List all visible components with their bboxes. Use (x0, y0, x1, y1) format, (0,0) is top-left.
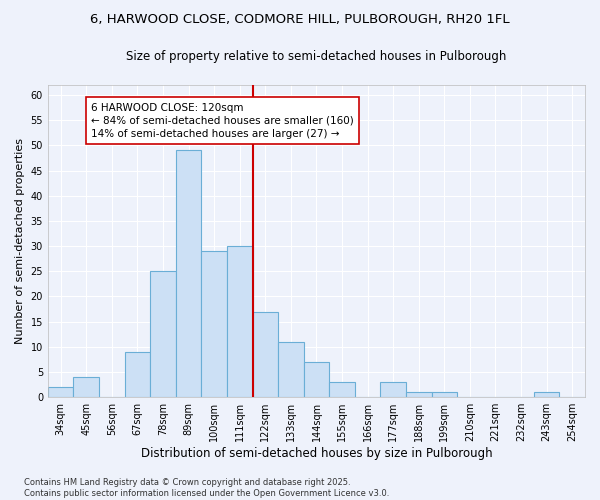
Bar (329, 382, 355, 397)
Text: 6 HARWOOD CLOSE: 120sqm
← 84% of semi-detached houses are smaller (160)
14% of s: 6 HARWOOD CLOSE: 120sqm ← 84% of semi-de… (91, 102, 354, 139)
Title: Size of property relative to semi-detached houses in Pulborough: Size of property relative to semi-detach… (126, 50, 506, 63)
X-axis label: Distribution of semi-detached houses by size in Pulborough: Distribution of semi-detached houses by … (140, 447, 492, 460)
Text: 6, HARWOOD CLOSE, CODMORE HILL, PULBOROUGH, RH20 1FL: 6, HARWOOD CLOSE, CODMORE HILL, PULBOROU… (90, 12, 510, 26)
Y-axis label: Number of semi-detached properties: Number of semi-detached properties (15, 138, 25, 344)
Bar (534, 392, 559, 397)
Bar (202, 251, 227, 397)
Bar (380, 382, 406, 397)
Text: Contains HM Land Registry data © Crown copyright and database right 2025.
Contai: Contains HM Land Registry data © Crown c… (24, 478, 389, 498)
Bar (150, 272, 176, 397)
Bar (278, 342, 304, 397)
Bar (125, 352, 150, 397)
Bar (431, 392, 457, 397)
Bar (48, 387, 73, 397)
Bar (253, 312, 278, 397)
Bar (406, 392, 431, 397)
Bar (73, 377, 99, 397)
Bar (227, 246, 253, 397)
Bar (304, 362, 329, 397)
Bar (176, 150, 202, 397)
